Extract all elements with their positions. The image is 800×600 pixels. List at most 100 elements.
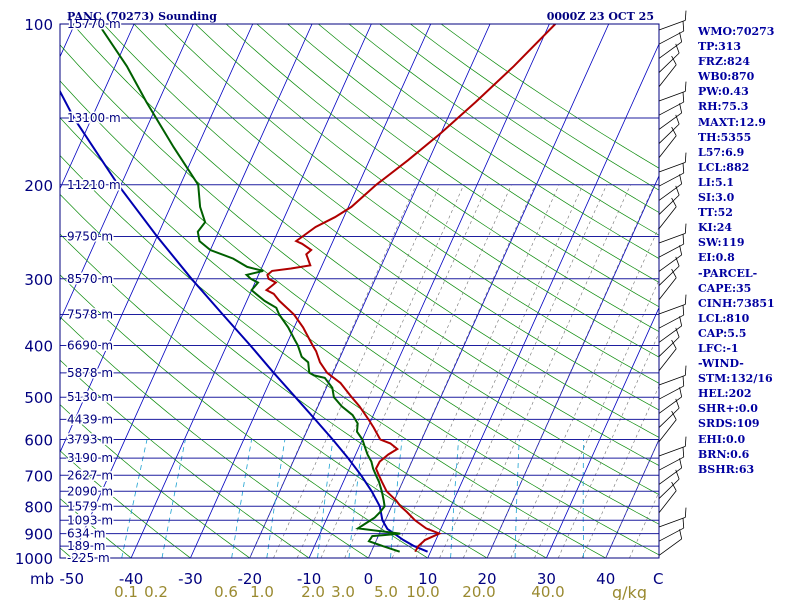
index-line: HEL:202	[698, 387, 752, 401]
wind-barb	[658, 316, 683, 343]
index-line: FRZ:824	[698, 55, 751, 69]
dewpoint-line	[97, 24, 401, 553]
wind-barb-shaft	[658, 348, 677, 372]
wind-barb-flag	[682, 92, 685, 103]
index-line: LI:5.1	[698, 175, 735, 189]
wind-barb-shaft	[658, 304, 686, 315]
wind-barb-flag	[675, 398, 680, 409]
wind-barb	[658, 55, 677, 88]
index-line: RH:75.3	[698, 100, 749, 114]
wind-barb-flag	[675, 256, 680, 267]
isotherm-line	[71, 24, 313, 558]
wind-barb-flag	[684, 436, 687, 447]
pressure-tick-label: 700	[24, 467, 53, 485]
wind-barb-flag	[679, 458, 683, 469]
height-label: 5130 m	[67, 390, 113, 404]
moist-adiabat-line	[605, 438, 659, 558]
wind-barb-flag	[682, 21, 685, 32]
index-line: EI:0.8	[698, 251, 735, 265]
index-line: TH:5355	[698, 130, 752, 144]
datetime-label: 0000Z 23 OCT 25	[547, 10, 654, 23]
mixing-ratio-label: 2.0	[301, 583, 325, 600]
dry-adiabat-line	[60, 80, 659, 525]
index-line: TP:313	[698, 40, 742, 54]
dry-adiabat-line	[0, 24, 12, 558]
wind-barb	[658, 458, 683, 485]
isotherm-line	[60, 24, 135, 190]
plot-frame	[59, 23, 660, 559]
wind-barb-flag	[679, 32, 683, 43]
wind-barb-shaft	[658, 194, 680, 215]
mixing-ratio-label: 20.0	[462, 583, 495, 600]
moist-adiabat-line	[344, 184, 512, 558]
mixing-ratio-line	[121, 439, 148, 558]
isotherm-line	[249, 24, 491, 558]
wind-barb-flag	[684, 10, 687, 21]
index-line: LCL:810	[698, 311, 750, 325]
pressure-tick-label: 800	[24, 498, 53, 516]
wind-barb-shaft	[658, 407, 680, 428]
wind-barb-shaft	[658, 446, 686, 457]
station-title: PANC (70273) Sounding	[67, 10, 217, 23]
mixing-ratio-line	[161, 439, 186, 558]
wind-barb	[658, 268, 677, 301]
height-label: 13100 m	[67, 111, 121, 125]
wind-barb-shaft	[658, 419, 677, 443]
mixing-ratio-label: 1.0	[250, 583, 274, 600]
wind-barb-flag	[684, 365, 687, 376]
pressure-tick-label: 1000	[15, 550, 53, 568]
temperature-tick-label: -20	[237, 570, 262, 588]
background-grid	[0, 24, 659, 558]
height-label: 7578 m	[67, 308, 113, 322]
wind-barb-flag	[682, 305, 685, 316]
wind-barb	[658, 174, 683, 201]
wind-barb-shaft	[658, 336, 680, 357]
moist-adiabat-line	[296, 184, 465, 558]
wind-barb	[658, 185, 680, 215]
index-line: CINH:73851	[698, 296, 775, 310]
temperature-tick-label: -10	[297, 570, 322, 588]
height-label: 2090 m	[67, 484, 113, 498]
wind-barb	[658, 152, 687, 173]
mixing-ratio-line	[348, 439, 364, 558]
temperature-unit-label: C	[653, 570, 663, 588]
temperature-tick-label: -30	[178, 570, 203, 588]
wind-barb-shaft	[658, 325, 682, 343]
isotherm-line	[427, 43, 659, 558]
index-line: TT:52	[698, 206, 733, 220]
wind-barb-flag	[675, 327, 680, 338]
wind-barb	[658, 294, 687, 315]
wind-barb	[658, 469, 680, 499]
wind-barb-flag	[679, 316, 683, 327]
temperature-tick-label: 0	[364, 570, 374, 588]
wind-barb	[658, 103, 683, 130]
wind-barb-flag	[671, 268, 677, 278]
moist-adiabat-line	[581, 385, 659, 558]
wind-barb-shaft	[658, 52, 680, 73]
moist-adiabat-line	[510, 226, 659, 558]
moist-adiabat-line	[391, 184, 560, 558]
temperature-tick-label: -40	[119, 570, 144, 588]
dry-adiabat-line	[60, 316, 369, 558]
wind-barb-flag	[684, 152, 687, 163]
temperature-line	[264, 24, 557, 553]
wind-barb	[658, 256, 680, 286]
wind-barb	[658, 81, 687, 102]
wind-barb-flag	[684, 507, 687, 518]
mixing-ratio-label: 3.0	[331, 583, 355, 600]
index-line: LCL:882	[698, 160, 750, 174]
moist-adiabat-line	[629, 491, 659, 558]
wind-barb-shaft	[658, 375, 686, 386]
index-line: EHI:0.0	[698, 432, 746, 446]
wind-barb-flag	[682, 376, 685, 387]
isotherm-line	[308, 24, 550, 558]
wind-barb	[658, 387, 683, 414]
wind-barb-flag	[679, 245, 683, 256]
wind-barb-shaft	[658, 467, 682, 485]
wind-barb-shaft	[658, 41, 682, 59]
wind-barb-flag	[679, 529, 683, 540]
moist-adiabat-line	[249, 184, 417, 558]
wind-barb	[658, 481, 677, 514]
wind-barb	[658, 245, 683, 272]
